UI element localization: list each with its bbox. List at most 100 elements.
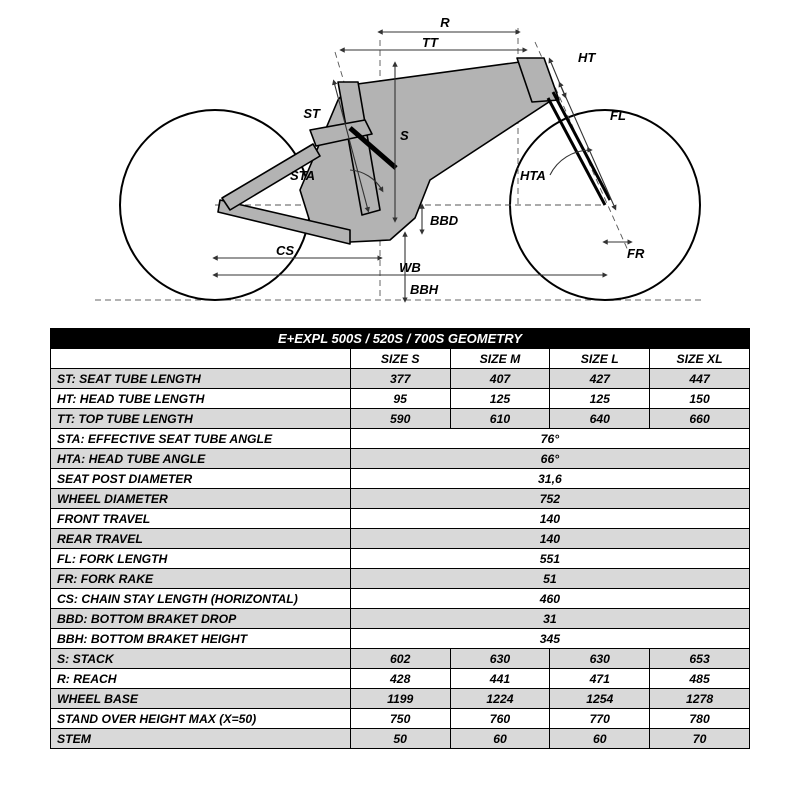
table-row: TT: TOP TUBE LENGTH590610640660 — [51, 409, 750, 429]
label-ht: HT — [578, 50, 596, 65]
row-value-span: 140 — [350, 529, 749, 549]
col-size-s: SIZE S — [350, 349, 450, 369]
row-value-span: 551 — [350, 549, 749, 569]
table-row: STAND OVER HEIGHT MAX (X=50)750760770780 — [51, 709, 750, 729]
table-row: ST: SEAT TUBE LENGTH377407427447 — [51, 369, 750, 389]
row-value-span: 752 — [350, 489, 749, 509]
row-value: 630 — [450, 649, 550, 669]
row-label: TT: TOP TUBE LENGTH — [51, 409, 351, 429]
row-value: 630 — [550, 649, 650, 669]
label-tt: TT — [422, 35, 439, 50]
row-label: CS: CHAIN STAY LENGTH (HORIZONTAL) — [51, 589, 351, 609]
row-value: 60 — [450, 729, 550, 749]
row-value-span: 51 — [350, 569, 749, 589]
row-value-span: 31,6 — [350, 469, 749, 489]
table-row: S: STACK602630630653 — [51, 649, 750, 669]
table-row: BBD: BOTTOM BRAKET DROP31 — [51, 609, 750, 629]
row-value: 60 — [550, 729, 650, 749]
row-label: BBH: BOTTOM BRAKET HEIGHT — [51, 629, 351, 649]
label-st: ST — [303, 106, 321, 121]
row-value: 1254 — [550, 689, 650, 709]
row-value: 660 — [650, 409, 750, 429]
row-value: 485 — [650, 669, 750, 689]
row-value: 427 — [550, 369, 650, 389]
row-value-span: 345 — [350, 629, 749, 649]
row-value-span: 140 — [350, 509, 749, 529]
table-title: E+EXPL 500S / 520S / 700S GEOMETRY — [51, 329, 750, 349]
row-value: 407 — [450, 369, 550, 389]
row-value: 780 — [650, 709, 750, 729]
row-label: WHEEL DIAMETER — [51, 489, 351, 509]
table-row: FRONT TRAVEL140 — [51, 509, 750, 529]
row-label: REAR TRAVEL — [51, 529, 351, 549]
label-wb: WB — [399, 260, 421, 275]
row-label: HT: HEAD TUBE LENGTH — [51, 389, 351, 409]
row-value: 602 — [350, 649, 450, 669]
row-label: STAND OVER HEIGHT MAX (X=50) — [51, 709, 351, 729]
table-row: R: REACH428441471485 — [51, 669, 750, 689]
row-value: 428 — [350, 669, 450, 689]
label-r: R — [440, 15, 450, 30]
row-value: 70 — [650, 729, 750, 749]
row-value-span: 66° — [350, 449, 749, 469]
row-value-span: 31 — [350, 609, 749, 629]
row-value: 441 — [450, 669, 550, 689]
table-row: CS: CHAIN STAY LENGTH (HORIZONTAL)460 — [51, 589, 750, 609]
table-row: SEAT POST DIAMETER31,6 — [51, 469, 750, 489]
row-value: 377 — [350, 369, 450, 389]
table-row: FL: FORK LENGTH551 — [51, 549, 750, 569]
row-value-span: 76° — [350, 429, 749, 449]
label-fl: FL — [610, 108, 626, 123]
row-value: 50 — [350, 729, 450, 749]
row-value: 770 — [550, 709, 650, 729]
row-label: ST: SEAT TUBE LENGTH — [51, 369, 351, 389]
table-row: HT: HEAD TUBE LENGTH95125125150 — [51, 389, 750, 409]
row-label: BBD: BOTTOM BRAKET DROP — [51, 609, 351, 629]
row-label: S: STACK — [51, 649, 351, 669]
row-label: FL: FORK LENGTH — [51, 549, 351, 569]
row-value: 590 — [350, 409, 450, 429]
row-label: STEM — [51, 729, 351, 749]
row-label: FRONT TRAVEL — [51, 509, 351, 529]
table-row: STEM50606070 — [51, 729, 750, 749]
row-value: 653 — [650, 649, 750, 669]
geometry-diagram: R TT HT FL S ST STA BBD CS WB BBH HTA FR — [50, 10, 750, 320]
row-value: 760 — [450, 709, 550, 729]
row-label: SEAT POST DIAMETER — [51, 469, 351, 489]
row-value: 640 — [550, 409, 650, 429]
col-size-m: SIZE M — [450, 349, 550, 369]
table-row: REAR TRAVEL140 — [51, 529, 750, 549]
label-cs: CS — [276, 243, 294, 258]
row-value: 125 — [550, 389, 650, 409]
row-value: 1199 — [350, 689, 450, 709]
row-value: 125 — [450, 389, 550, 409]
row-label: FR: FORK RAKE — [51, 569, 351, 589]
table-row: HTA: HEAD TUBE ANGLE66° — [51, 449, 750, 469]
col-size-l: SIZE L — [550, 349, 650, 369]
label-s: S — [400, 128, 409, 143]
geometry-table: E+EXPL 500S / 520S / 700S GEOMETRY SIZE … — [50, 328, 750, 749]
row-label: STA: EFFECTIVE SEAT TUBE ANGLE — [51, 429, 351, 449]
row-value: 1278 — [650, 689, 750, 709]
label-bbd: BBD — [430, 213, 459, 228]
table-row: BBH: BOTTOM BRAKET HEIGHT345 — [51, 629, 750, 649]
table-row: WHEEL BASE1199122412541278 — [51, 689, 750, 709]
row-value: 610 — [450, 409, 550, 429]
row-value: 447 — [650, 369, 750, 389]
label-sta: STA — [290, 168, 315, 183]
row-value: 471 — [550, 669, 650, 689]
label-hta: HTA — [520, 168, 546, 183]
row-label: R: REACH — [51, 669, 351, 689]
row-value: 150 — [650, 389, 750, 409]
table-row: FR: FORK RAKE51 — [51, 569, 750, 589]
row-value-span: 460 — [350, 589, 749, 609]
row-value: 750 — [350, 709, 450, 729]
table-row: STA: EFFECTIVE SEAT TUBE ANGLE76° — [51, 429, 750, 449]
label-fr: FR — [627, 246, 645, 261]
col-size-xl: SIZE XL — [650, 349, 750, 369]
row-label: HTA: HEAD TUBE ANGLE — [51, 449, 351, 469]
label-bbh: BBH — [410, 282, 439, 297]
table-row: WHEEL DIAMETER752 — [51, 489, 750, 509]
row-value: 1224 — [450, 689, 550, 709]
row-label: WHEEL BASE — [51, 689, 351, 709]
